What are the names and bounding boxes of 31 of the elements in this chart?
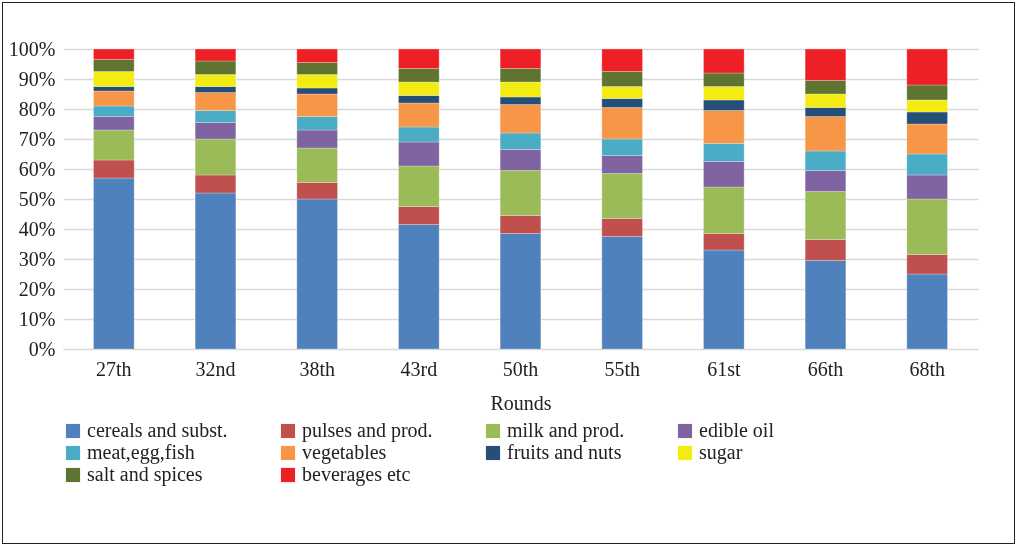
x-tick-label: 32nd [195,357,236,380]
legend-label: pulses and prod. [302,419,433,442]
y-tick-label: 20% [18,277,56,300]
y-tick-label: 30% [18,247,56,270]
legend-label: vegetables [302,441,387,464]
y-tick-label: 0% [28,337,56,360]
y-tick-label: 80% [18,97,56,120]
legend-label: cereals and subst. [87,419,228,441]
legend-label: meat,egg,fish [87,441,195,464]
x-tick-label: 55th [604,357,640,380]
y-tick-label: 40% [18,217,56,240]
legend-label: fruits and nuts [507,441,622,463]
y-tick-label: 60% [18,157,56,180]
legend-label: beverages etc [302,463,411,486]
y-tick-label: 70% [18,127,56,150]
x-tick-label: 38th [299,357,335,380]
y-tick-label: 100% [8,37,56,60]
y-tick-label: 10% [18,307,56,330]
legend-label: salt and spices [87,463,203,486]
y-tick-label: 90% [18,67,56,90]
x-tick-label: 50th [502,357,539,380]
x-tick-label: 27th [96,357,132,380]
legend-label: edible oil [699,419,775,441]
x-tick-label: 68th [909,357,945,380]
x-axis-title: Rounds [490,391,552,414]
legend-label: sugar [699,441,743,464]
legend-label: milk and prod. [507,419,625,442]
y-tick-label: 50% [18,187,56,210]
x-tick-label: 61st [707,357,741,380]
x-tick-label: 43rd [400,357,438,380]
x-tick-label: 66th [807,357,844,380]
